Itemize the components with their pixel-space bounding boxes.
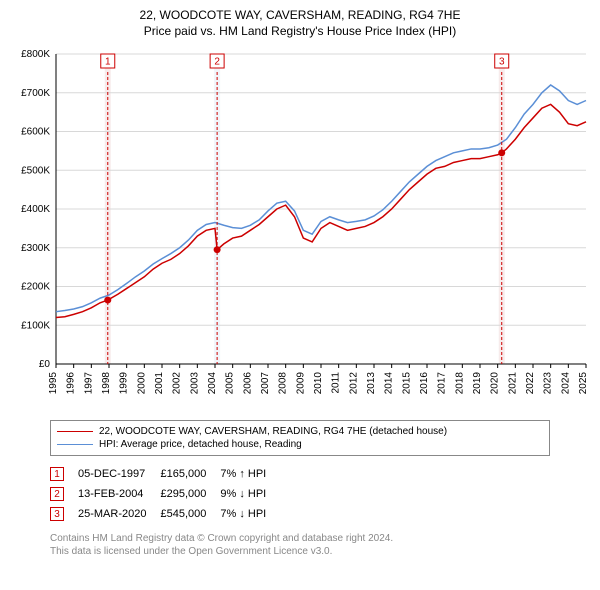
svg-text:2013: 2013: [366, 372, 377, 395]
svg-text:1998: 1998: [101, 372, 112, 395]
legend-item: 22, WOODCOTE WAY, CAVERSHAM, READING, RG…: [57, 425, 543, 438]
legend-label: HPI: Average price, detached house, Read…: [99, 439, 302, 450]
svg-text:£600K: £600K: [21, 127, 50, 138]
event-date: 13-FEB-2004: [78, 484, 160, 504]
event-row: 3 25-MAR-2020 £545,000 7% ↓ HPI: [50, 504, 280, 524]
svg-text:2006: 2006: [242, 372, 253, 395]
svg-text:1999: 1999: [119, 372, 130, 395]
chart-title: 22, WOODCOTE WAY, CAVERSHAM, READING, RG…: [10, 8, 590, 22]
events-table: 1 05-DEC-1997 £165,000 7% ↑ HPI 2 13-FEB…: [50, 464, 590, 524]
svg-text:2012: 2012: [348, 372, 359, 395]
svg-text:£500K: £500K: [21, 165, 50, 176]
svg-text:2: 2: [214, 57, 220, 68]
chart-subtitle: Price paid vs. HM Land Registry's House …: [10, 24, 590, 38]
legend-item: HPI: Average price, detached house, Read…: [57, 438, 543, 451]
svg-text:£700K: £700K: [21, 88, 50, 99]
svg-text:2004: 2004: [207, 372, 218, 395]
svg-text:2005: 2005: [225, 372, 236, 395]
event-marker-icon: 3: [50, 507, 64, 521]
attribution-line: This data is licensed under the Open Gov…: [50, 545, 590, 558]
legend-swatch-icon: [57, 431, 93, 432]
svg-text:2000: 2000: [136, 372, 147, 395]
svg-text:2015: 2015: [401, 372, 412, 395]
event-diff: 7% ↓ HPI: [220, 504, 280, 524]
svg-text:2019: 2019: [472, 372, 483, 395]
legend-label: 22, WOODCOTE WAY, CAVERSHAM, READING, RG…: [99, 426, 447, 437]
svg-text:£100K: £100K: [21, 320, 50, 331]
svg-text:1: 1: [105, 57, 111, 68]
svg-text:2020: 2020: [490, 372, 501, 395]
svg-text:£800K: £800K: [21, 49, 50, 60]
svg-text:2007: 2007: [260, 372, 271, 395]
event-price: £295,000: [160, 484, 220, 504]
svg-text:2025: 2025: [578, 372, 589, 395]
svg-text:2021: 2021: [507, 372, 518, 395]
event-row: 2 13-FEB-2004 £295,000 9% ↓ HPI: [50, 484, 280, 504]
svg-text:1995: 1995: [48, 372, 59, 395]
svg-text:1996: 1996: [66, 372, 77, 395]
event-price: £165,000: [160, 464, 220, 484]
legend-swatch-icon: [57, 444, 93, 445]
svg-text:£0: £0: [39, 359, 51, 370]
attribution-line: Contains HM Land Registry data © Crown c…: [50, 532, 590, 545]
svg-text:2016: 2016: [419, 372, 430, 395]
svg-text:3: 3: [499, 57, 505, 68]
event-diff: 9% ↓ HPI: [220, 484, 280, 504]
event-marker-icon: 1: [50, 467, 64, 481]
svg-text:2001: 2001: [154, 372, 165, 395]
attribution: Contains HM Land Registry data © Crown c…: [50, 532, 590, 558]
chart-container: 22, WOODCOTE WAY, CAVERSHAM, READING, RG…: [0, 0, 600, 566]
svg-text:2024: 2024: [560, 372, 571, 395]
event-price: £545,000: [160, 504, 220, 524]
svg-text:2014: 2014: [384, 372, 395, 395]
svg-text:2017: 2017: [437, 372, 448, 395]
legend: 22, WOODCOTE WAY, CAVERSHAM, READING, RG…: [50, 420, 550, 456]
svg-text:2010: 2010: [313, 372, 324, 395]
svg-text:2002: 2002: [172, 372, 183, 395]
svg-text:1997: 1997: [83, 372, 94, 395]
svg-text:2018: 2018: [454, 372, 465, 395]
event-row: 1 05-DEC-1997 £165,000 7% ↑ HPI: [50, 464, 280, 484]
svg-text:2023: 2023: [543, 372, 554, 395]
svg-text:2003: 2003: [189, 372, 200, 395]
event-date: 25-MAR-2020: [78, 504, 160, 524]
svg-text:2022: 2022: [525, 372, 536, 395]
event-marker-icon: 2: [50, 487, 64, 501]
svg-text:£400K: £400K: [21, 204, 50, 215]
svg-text:2008: 2008: [278, 372, 289, 395]
chart-svg: £0 £100K £200K £300K £400K £500K £600K £700K £80…: [10, 44, 590, 414]
svg-text:2009: 2009: [295, 372, 306, 395]
svg-text:2011: 2011: [331, 372, 342, 394]
event-date: 05-DEC-1997: [78, 464, 160, 484]
svg-text:£200K: £200K: [21, 282, 50, 293]
svg-text:£300K: £300K: [21, 243, 50, 254]
chart-plot: £0 £100K £200K £300K £400K £500K £600K £700K £80…: [10, 44, 590, 414]
event-diff: 7% ↑ HPI: [220, 464, 280, 484]
